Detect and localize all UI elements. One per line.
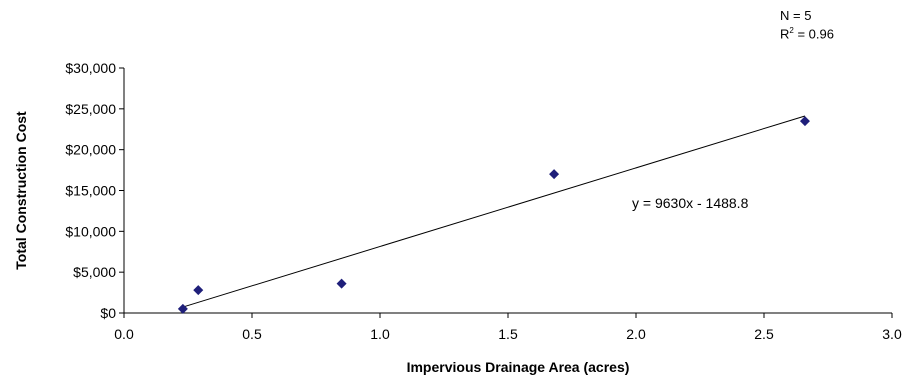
x-tick-label: 1.0	[370, 326, 390, 342]
stats-box: N = 5 R2 = 0.96	[780, 8, 834, 41]
y-axis: $0 $5,000 $10,000 $15,000 $20,000 $25,000 $30,…	[65, 60, 125, 321]
x-axis-title: Impervious Drainage Area (acres)	[407, 359, 630, 375]
data-point	[799, 116, 810, 127]
trendline	[182, 115, 806, 308]
y-tick-label: $15,000	[65, 183, 116, 199]
x-tick-label: 0.0	[114, 326, 134, 342]
data-point	[549, 169, 560, 180]
data-point	[193, 285, 204, 296]
n-label: N = 5	[780, 8, 812, 23]
trendline-group	[182, 115, 806, 308]
x-tick-label: 2.0	[626, 326, 646, 342]
r2-superscript: 2	[789, 26, 794, 35]
x-tick-label: 0.5	[242, 326, 262, 342]
r2-suffix: = 0.96	[793, 26, 834, 42]
y-tick-label: $5,000	[73, 264, 116, 280]
x-tick-label: 3.0	[882, 326, 902, 342]
y-tick-label: $20,000	[65, 142, 116, 158]
data-point	[336, 278, 347, 289]
data-points	[177, 116, 810, 314]
y-tick-label: $30,000	[65, 60, 116, 76]
y-tick-label: $25,000	[65, 101, 116, 117]
r2-prefix: R	[780, 26, 790, 42]
x-tick-label: 1.5	[498, 326, 518, 342]
y-tick-label: $0	[100, 305, 116, 321]
y-tick-label: $10,000	[65, 223, 116, 239]
data-point	[177, 303, 188, 314]
trendline-equation: y = 9630x - 1488.8	[632, 195, 749, 211]
r-squared-label: R2 = 0.96	[780, 23, 834, 41]
y-axis-title: Total Construction Cost	[13, 111, 29, 270]
x-tick-label: 2.5	[754, 326, 774, 342]
x-axis: 0.0 0.5 1.0 1.5 2.0 2.5 3.0	[114, 312, 902, 342]
